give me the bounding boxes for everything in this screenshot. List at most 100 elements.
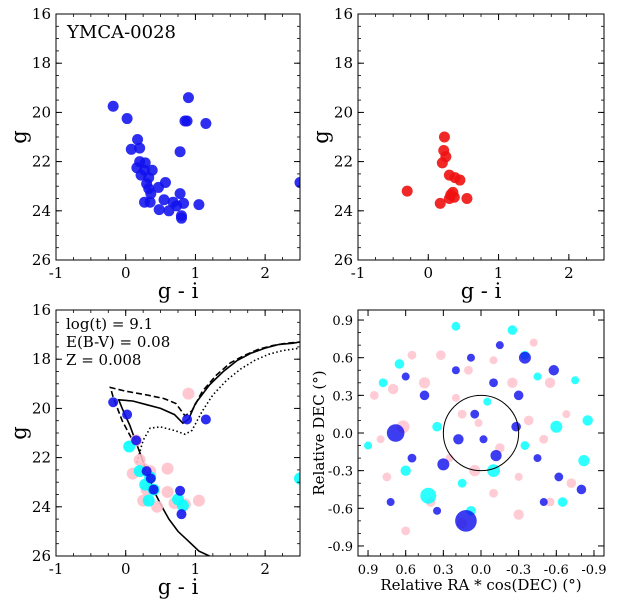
- data-point: [401, 185, 413, 197]
- star-pink: [436, 350, 446, 360]
- data-point: [174, 188, 186, 200]
- y-tick-label: 0.9: [332, 314, 353, 329]
- star-pink: [523, 415, 534, 426]
- star-cyan: [557, 497, 568, 507]
- star-cyan: [432, 421, 442, 432]
- x-tick-label: 0: [121, 264, 131, 282]
- data-point: [434, 197, 446, 209]
- star-blue-group: [386, 341, 587, 532]
- x-tick-label: 0.9: [358, 563, 379, 578]
- star-blue: [453, 434, 464, 445]
- point-field: [182, 387, 195, 400]
- x-axis-label: g - i: [158, 279, 199, 303]
- star-blue: [437, 458, 450, 471]
- y-tick-label: 24: [334, 202, 353, 220]
- isochrone-higher-age: [136, 347, 300, 463]
- plot-frame: [357, 13, 605, 261]
- star-pink: [474, 418, 483, 427]
- data-point: [294, 177, 300, 189]
- fit-parameter: Z = 0.008: [66, 351, 141, 369]
- point-field: [161, 462, 174, 475]
- data-point: [181, 115, 193, 127]
- y-tick-label: 20: [32, 399, 51, 417]
- y-tick-label: 24: [32, 498, 51, 516]
- fit-parameter: log(t) = 9.1: [66, 315, 153, 333]
- star-blue: [513, 390, 524, 401]
- star-cyan: [483, 397, 492, 406]
- star-blue: [451, 366, 460, 375]
- star-blue: [533, 454, 542, 463]
- y-tick-label: 22: [32, 449, 51, 467]
- x-tick-label: -0.3: [506, 563, 531, 578]
- y-tick-label: 26: [32, 251, 51, 269]
- star-cyan: [582, 415, 593, 426]
- point-members-blue-group: [108, 397, 211, 520]
- y-tick-label: -0.3: [328, 465, 353, 480]
- star-pink: [507, 377, 518, 388]
- panel-cmd-members: -1 0 1 2 16 18 20 22 24 26 g - i g: [309, 5, 605, 303]
- point-members-cyan: [176, 499, 189, 512]
- y-tick-label: 20: [32, 103, 51, 121]
- data-point: [125, 143, 137, 155]
- star-cyan: [578, 455, 590, 467]
- panel-cmd-cluster: YMCA-0028 -1 0 1 2 16 18 20 22 24 26 g - i g: [7, 5, 301, 303]
- star-blue: [470, 409, 480, 419]
- data-point: [107, 100, 119, 112]
- star-blue: [466, 353, 475, 362]
- star-blue: [479, 435, 488, 444]
- plot-frame: [55, 13, 301, 261]
- data-point: [448, 191, 460, 203]
- data-point: [174, 146, 186, 158]
- y-axis-label: Relative DEC (°): [310, 370, 328, 495]
- fit-parameter: E(B-V) = 0.08: [66, 333, 170, 351]
- star-blue: [455, 510, 477, 532]
- star-pink: [544, 377, 556, 388]
- point-members-blue: [145, 473, 156, 484]
- y-axis-label: g: [7, 426, 31, 439]
- x-tick-label: -0.6: [544, 563, 569, 578]
- point-members-blue: [200, 414, 211, 425]
- point-members-blue: [176, 509, 187, 520]
- y-tick-label: 22: [334, 153, 353, 171]
- star-pink: [401, 526, 411, 536]
- panel-sky-map: 0.9 0.6 0.3 0.0 -0.3 -0.6 -0.9 0.9 0.6 0.3 0.0 -0.3…: [310, 309, 606, 594]
- data-point: [152, 181, 164, 193]
- y-axis-label: g: [7, 130, 31, 143]
- x-tick-label: -1: [351, 264, 366, 282]
- point-field: [161, 486, 174, 499]
- data-point: [153, 204, 165, 216]
- point-members-blue: [148, 484, 159, 495]
- y-tick-label: 24: [32, 202, 51, 220]
- point-members-blue: [122, 409, 133, 420]
- point-members-cyan: [294, 472, 300, 485]
- x-tick-label: -1: [49, 264, 64, 282]
- point-field: [151, 500, 164, 513]
- x-tick-label: -1: [49, 560, 64, 578]
- star-cyan: [364, 441, 373, 450]
- y-tick-label: 18: [32, 350, 51, 368]
- star-blue: [554, 472, 564, 482]
- y-tick-label: 16: [32, 301, 51, 319]
- star-pink: [369, 390, 379, 400]
- star-cyan: [400, 465, 411, 476]
- star-blue: [407, 453, 417, 463]
- star-blue: [548, 365, 559, 376]
- star-pink: [539, 434, 549, 444]
- star-pink: [451, 393, 460, 402]
- star-blue: [490, 449, 502, 462]
- y-tick-label: 18: [334, 54, 353, 72]
- y-tick-label: 26: [32, 547, 51, 565]
- data-point: [200, 117, 212, 129]
- point-members-blue: [141, 466, 152, 477]
- star-cyan: [451, 321, 461, 331]
- point-members-blue: [131, 435, 142, 446]
- data-point: [175, 212, 187, 224]
- point-members-cyan: [142, 494, 155, 507]
- x-tick-label: 0.6: [395, 563, 416, 578]
- star-blue: [495, 341, 504, 350]
- x-tick-label: 0.0: [471, 563, 492, 578]
- star-pink: [566, 478, 577, 489]
- data-point-group: [107, 92, 300, 224]
- star-pink: [529, 338, 538, 347]
